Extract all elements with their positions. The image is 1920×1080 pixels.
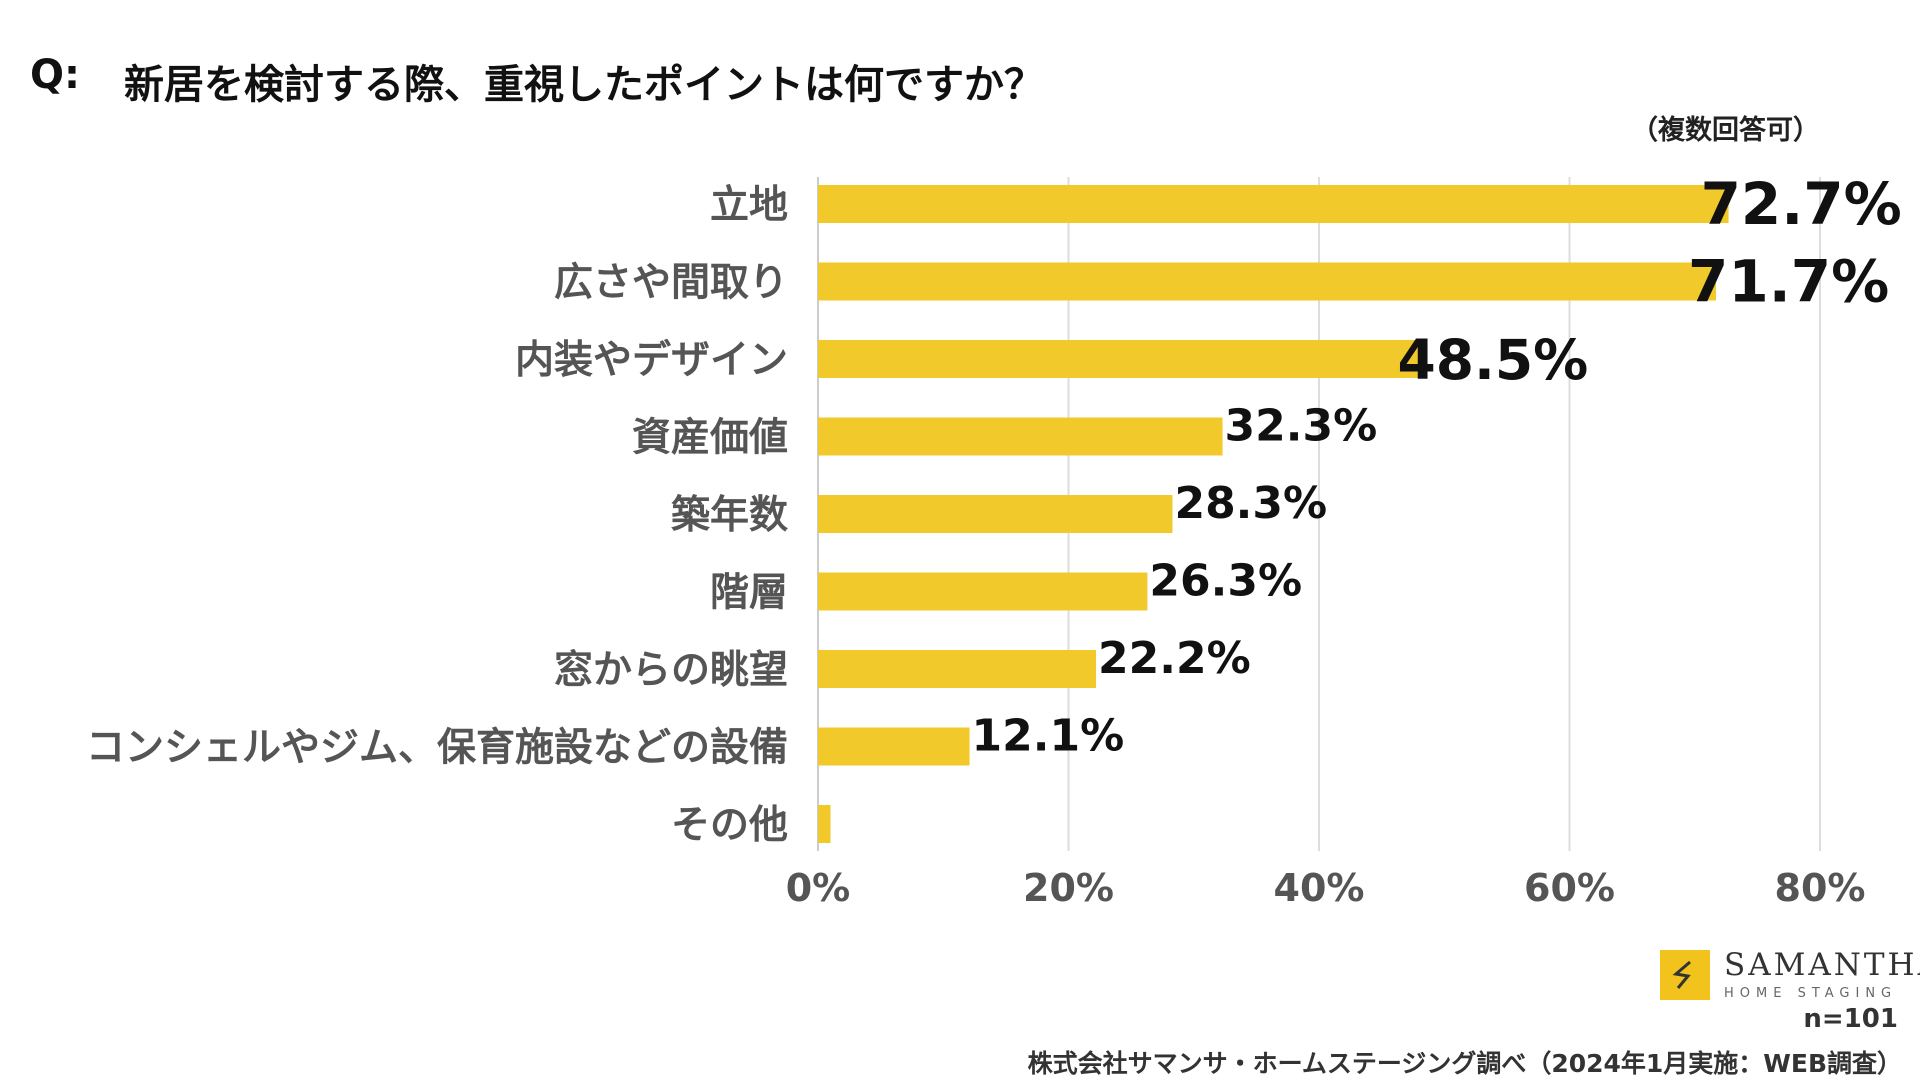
source-note: 株式会社サマンサ・ホームステージング調べ（2024年1月実施：WEB調査） xyxy=(1027,1049,1902,1078)
value-label: 48.5% xyxy=(1397,328,1588,392)
bar xyxy=(818,805,831,843)
category-label: 築年数 xyxy=(671,493,788,538)
question-prefix: Q: xyxy=(30,52,80,98)
x-tick-label: 60% xyxy=(1524,866,1615,910)
x-tick-label: 80% xyxy=(1775,866,1866,910)
bar xyxy=(818,185,1729,223)
category-label: 内装やデザイン xyxy=(515,338,788,383)
bar xyxy=(818,727,970,766)
x-tick-label: 0% xyxy=(786,866,851,910)
category-label: 資産価値 xyxy=(632,416,788,461)
category-label: 立地 xyxy=(710,183,788,228)
bar xyxy=(818,340,1426,378)
bar xyxy=(818,262,1717,301)
value-label: 12.1% xyxy=(972,711,1125,762)
bar xyxy=(818,417,1223,456)
brand-subtitle: HOME STAGING xyxy=(1724,986,1898,1001)
value-label: 71.7% xyxy=(1688,248,1889,316)
multiple-answer-note: （複数回答可） xyxy=(1631,115,1820,146)
value-label: 32.3% xyxy=(1225,401,1378,452)
category-label: 窓からの眺望 xyxy=(554,648,788,693)
category-label: 広さや間取り xyxy=(554,261,788,306)
bar xyxy=(818,650,1097,688)
value-label: 28.3% xyxy=(1174,478,1327,529)
samantha-logo-icon xyxy=(1660,950,1710,1000)
value-label: 26.3% xyxy=(1149,556,1302,607)
bar xyxy=(818,572,1148,611)
x-tick-label: 40% xyxy=(1274,866,1365,910)
value-label: 22.2% xyxy=(1098,633,1251,684)
brand-logo: SAMANTHA HOME STAGING xyxy=(1660,950,1920,1000)
category-label: コンシェルやジム、保育施設などの設備 xyxy=(86,726,788,771)
category-label: 階層 xyxy=(710,571,788,616)
question-text: 新居を検討する際、重視したポイントは何ですか？ xyxy=(124,62,1044,108)
bar xyxy=(818,495,1173,533)
category-label: その他 xyxy=(671,803,788,848)
sample-size: n=101 xyxy=(1803,1004,1898,1034)
x-tick-label: 20% xyxy=(1023,866,1114,910)
value-label: 72.7% xyxy=(1701,170,1902,238)
question-title: Q: 新居を検討する際、重視したポイントは何ですか？ xyxy=(30,52,1044,110)
brand-name: SAMANTHA xyxy=(1724,947,1920,983)
